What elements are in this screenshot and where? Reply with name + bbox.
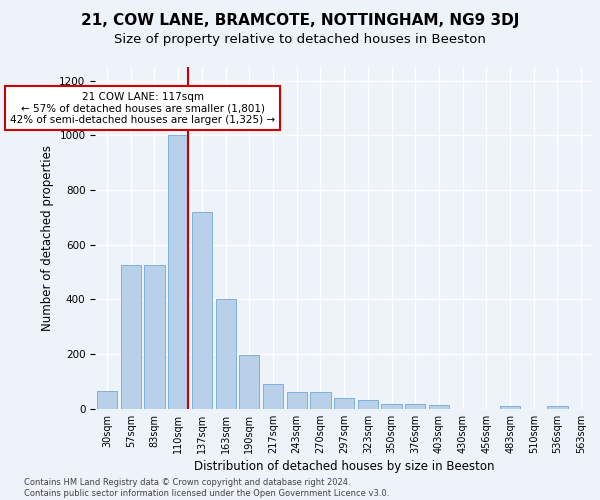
Bar (405, 404, 425, 409)
Bar (287, 392, 307, 409)
Bar (145, 266, 164, 409)
Bar (168, 136, 188, 409)
Bar (239, 355, 259, 409)
Bar (121, 266, 141, 409)
Bar (215, 300, 236, 409)
Bar (310, 392, 331, 409)
Bar (358, 400, 378, 409)
Bar (500, 406, 520, 409)
Bar (97, 391, 117, 409)
Bar (382, 404, 401, 409)
Bar (334, 398, 354, 409)
Bar (192, 212, 212, 409)
Bar (429, 405, 449, 409)
Y-axis label: Number of detached properties: Number of detached properties (41, 145, 53, 331)
Text: Size of property relative to detached houses in Beeston: Size of property relative to detached ho… (114, 32, 486, 46)
Bar (263, 384, 283, 409)
Text: 21 COW LANE: 117sqm
← 57% of detached houses are smaller (1,801)
42% of semi-det: 21 COW LANE: 117sqm ← 57% of detached ho… (10, 92, 275, 125)
Text: Contains HM Land Registry data © Crown copyright and database right 2024.
Contai: Contains HM Land Registry data © Crown c… (24, 478, 389, 498)
X-axis label: Distribution of detached houses by size in Beeston: Distribution of detached houses by size … (194, 460, 494, 473)
Text: 21, COW LANE, BRAMCOTE, NOTTINGHAM, NG9 3DJ: 21, COW LANE, BRAMCOTE, NOTTINGHAM, NG9 … (81, 12, 519, 28)
Bar (547, 406, 568, 409)
